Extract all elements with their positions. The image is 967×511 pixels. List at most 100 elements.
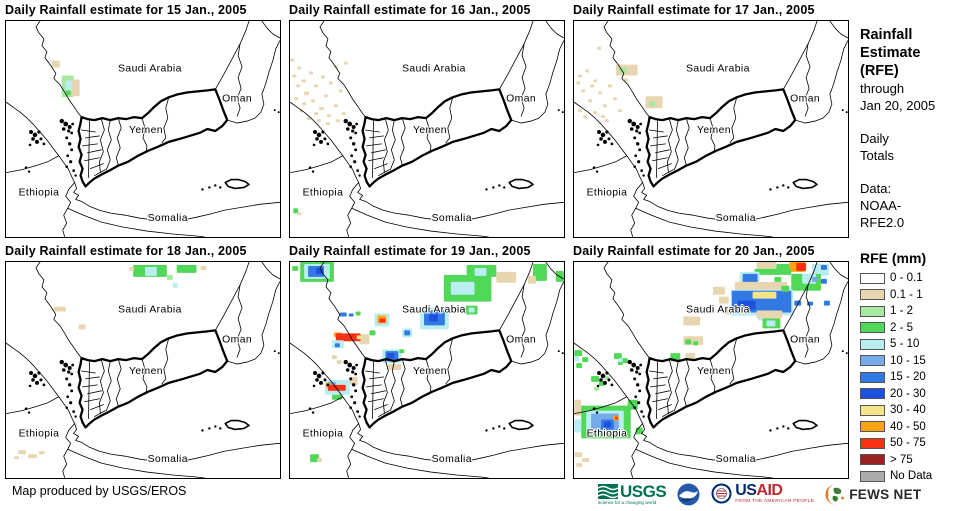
legend-swatch	[860, 272, 885, 284]
rainfall-layer	[290, 58, 348, 216]
svg-text:Oman: Oman	[222, 93, 252, 104]
svg-text:Somalia: Somalia	[432, 213, 472, 224]
svg-text:Yemen: Yemen	[129, 366, 163, 377]
svg-text:Oman: Oman	[506, 334, 536, 345]
legend-swatch	[860, 437, 885, 449]
sidebar-data-label: Data:	[860, 181, 892, 196]
legend-swatch	[860, 371, 885, 383]
svg-text:Yemen: Yemen	[413, 125, 447, 136]
fewsnet-globe-icon	[825, 484, 846, 504]
usaid-wordmark-aid: AID	[756, 482, 783, 500]
legend-row: 5 - 10	[860, 336, 966, 353]
sidebar-title-line: Estimate	[860, 45, 921, 61]
usaid-wordmark-us: US	[735, 482, 757, 500]
sidebar-title-line: (RFE)	[860, 63, 899, 79]
country-labels: Saudi Arabia Oman Yemen Ethiopia Somalia	[586, 304, 821, 467]
usgs-waves-icon	[598, 483, 618, 499]
map-frame: Saudi Arabia Oman Yemen Ethiopia Somalia	[289, 261, 565, 479]
legend-label: 50 - 75	[890, 437, 926, 450]
rainfall-map-jan18: Saudi Arabia Oman Yemen Ethiopia Somalia	[6, 262, 280, 478]
legend-label: 2 - 5	[890, 321, 914, 334]
panel-title: Daily Rainfall estimate for 15 Jan., 200…	[5, 3, 247, 17]
legend-label: No Data	[890, 470, 933, 483]
fewsnet-wordmark: FEWS NET	[849, 486, 922, 502]
rainfall-map-jan20: Saudi Arabia Oman Yemen Ethiopia Somalia	[574, 262, 848, 478]
usgs-tagline: science for a changing world	[598, 499, 657, 505]
usgs-logo: USGS science for a changing world	[598, 481, 667, 506]
rainfall-map-jan16: Saudi Arabia Oman Yemen Ethiopia Somalia	[290, 21, 564, 237]
fewsnet-logo: FEWS NET	[825, 484, 921, 505]
legend-row: 15 - 20	[860, 369, 966, 386]
legend-row: 10 - 15	[860, 353, 966, 370]
rainfall-map-jan15: Saudi Arabia Oman Yemen Ethiopia Somalia	[6, 21, 280, 237]
rainfall-legend: RFE (mm) 0 - 0.1 0.1 - 1 1 - 2 2 - 5 5 -…	[860, 250, 966, 485]
rainfall-layer	[14, 264, 207, 460]
svg-text:Ethiopia: Ethiopia	[587, 187, 628, 198]
legend-swatch	[860, 322, 885, 334]
usaid-logo: USAID FROM THE AMERICAN PEOPLE	[711, 483, 814, 505]
map-grid: Daily Rainfall estimate for 15 Jan., 200…	[5, 3, 849, 479]
country-labels: Saudi Arabia Oman Yemen Ethiopia Somalia	[586, 63, 821, 226]
noaa-logo	[677, 483, 700, 505]
panel-jan19: Daily Rainfall estimate for 19 Jan., 200…	[289, 244, 565, 479]
svg-text:Somalia: Somalia	[716, 213, 756, 224]
rainfall-layer	[574, 262, 830, 468]
legend-label: 1 - 2	[890, 305, 914, 318]
country-labels: Saudi Arabia Oman Yemen Ethiopia Somalia	[18, 63, 253, 226]
legend-swatch	[860, 454, 885, 466]
legend-swatch	[860, 355, 885, 367]
legend-row: 0 - 0.1	[860, 270, 966, 287]
svg-text:Somalia: Somalia	[432, 454, 472, 465]
sidebar-through-label: through	[860, 81, 905, 96]
panel-title: Daily Rainfall estimate for 18 Jan., 200…	[5, 244, 247, 258]
legend-row: > 75	[860, 452, 966, 469]
legend-label: 15 - 20	[890, 371, 926, 384]
legend-row: 1 - 2	[860, 303, 966, 320]
sidebar-source-line: NOAA-	[860, 198, 902, 213]
panel-jan16: Daily Rainfall estimate for 16 Jan., 200…	[289, 3, 565, 238]
svg-text:Yemen: Yemen	[697, 125, 731, 136]
legend-swatch	[860, 305, 885, 317]
sidebar-date: Jan 20, 2005	[860, 98, 936, 113]
svg-text:Saudi Arabia: Saudi Arabia	[686, 305, 750, 316]
rainfall-map-jan17: Saudi Arabia Oman Yemen Ethiopia Somalia	[574, 21, 848, 237]
legend-row: 20 - 30	[860, 386, 966, 403]
legend-label: 5 - 10	[890, 338, 920, 351]
legend-swatch	[860, 338, 885, 350]
svg-text:Oman: Oman	[790, 93, 820, 104]
legend-swatch	[860, 404, 885, 416]
svg-text:Yemen: Yemen	[413, 366, 447, 377]
legend-row: 30 - 40	[860, 402, 966, 419]
usgs-wordmark: USGS	[620, 481, 667, 501]
panel-title: Daily Rainfall estimate for 20 Jan., 200…	[573, 244, 815, 258]
svg-text:Somalia: Somalia	[148, 454, 188, 465]
svg-text:Oman: Oman	[222, 334, 252, 345]
svg-text:Saudi Arabia: Saudi Arabia	[402, 305, 466, 316]
legend-swatch	[860, 421, 885, 433]
svg-text:Ethiopia: Ethiopia	[19, 187, 60, 198]
legend-swatch	[860, 388, 885, 400]
legend-label: 0 - 0.1	[890, 272, 923, 285]
sidebar-totals-label: Totals	[860, 148, 894, 163]
country-labels: Saudi Arabia Oman Yemen Ethiopia Somalia	[302, 304, 537, 467]
panel-jan20: Daily Rainfall estimate for 20 Jan., 200…	[573, 244, 849, 479]
map-frame: Saudi Arabia Oman Yemen Ethiopia Somalia	[5, 261, 281, 479]
svg-text:Saudi Arabia: Saudi Arabia	[402, 64, 466, 75]
panel-jan15: Daily Rainfall estimate for 15 Jan., 200…	[5, 3, 281, 238]
legend-label: 20 - 30	[890, 387, 926, 400]
svg-text:Ethiopia: Ethiopia	[19, 428, 60, 439]
sidebar-daily-label: Daily	[860, 131, 889, 146]
legend-label: 0.1 - 1	[890, 288, 923, 301]
usaid-tagline: FROM THE AMERICAN PEOPLE	[735, 499, 815, 505]
sidebar-title-line: Rainfall	[860, 27, 913, 43]
legend-label: 40 - 50	[890, 420, 926, 433]
legend-row: 50 - 75	[860, 435, 966, 452]
panel-title: Daily Rainfall estimate for 17 Jan., 200…	[573, 3, 815, 17]
svg-text:Saudi Arabia: Saudi Arabia	[686, 64, 750, 75]
svg-text:Oman: Oman	[790, 334, 820, 345]
svg-text:Ethiopia: Ethiopia	[587, 428, 628, 439]
panel-jan18: Daily Rainfall estimate for 18 Jan., 200…	[5, 244, 281, 479]
footer: Map produced by USGS/EROS USGS science f…	[0, 479, 967, 511]
legend-swatch	[860, 470, 885, 482]
legend-row: 0.1 - 1	[860, 287, 966, 304]
